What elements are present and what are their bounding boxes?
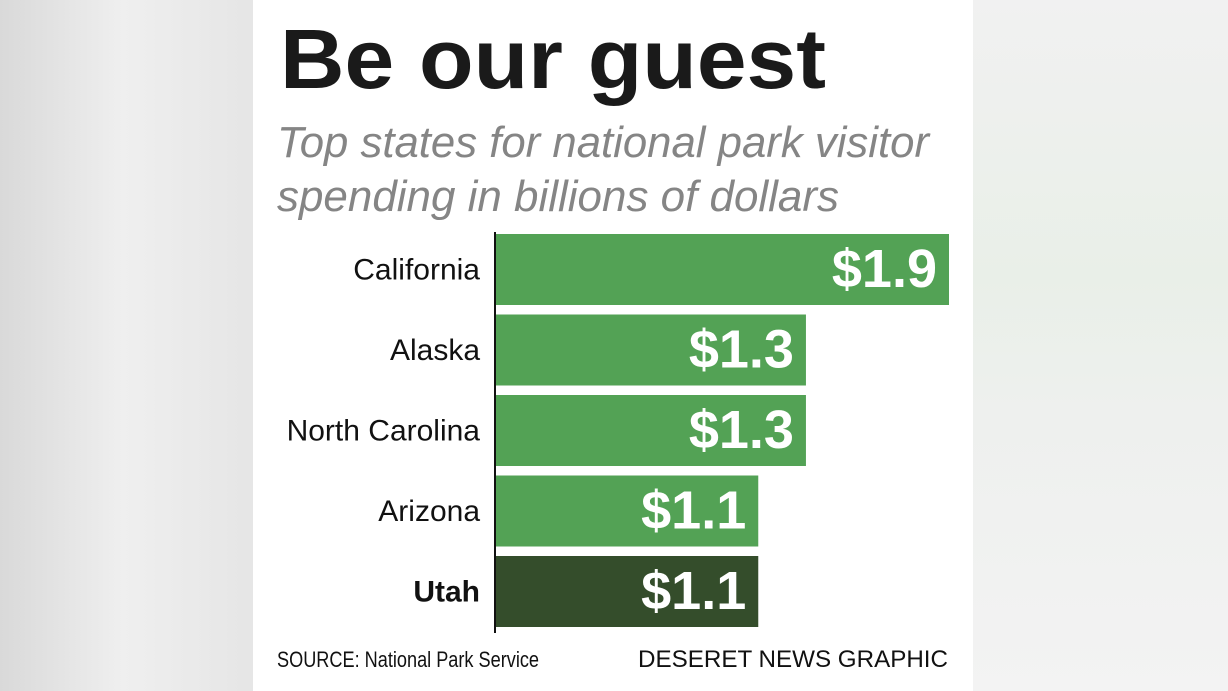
category-label: Alaska — [390, 334, 480, 367]
value-label: $1.3 — [689, 319, 794, 379]
value-label: $1.1 — [641, 480, 746, 540]
bar — [496, 395, 806, 466]
category-label: California — [353, 253, 480, 286]
chart-title: Be our guest — [280, 12, 826, 106]
value-label: $1.1 — [641, 561, 746, 621]
bar — [496, 556, 759, 627]
category-label: Arizona — [378, 495, 480, 528]
background — [973, 0, 1228, 691]
bar — [496, 314, 806, 386]
bar — [496, 475, 759, 547]
source: SOURCE: National Park Service — [277, 647, 539, 672]
value-label: $1.9 — [832, 239, 937, 299]
chart-subtitle: spending in billions of dollars — [277, 172, 839, 221]
chart-subtitle: Top states for national park visitor — [277, 118, 931, 167]
bar — [496, 234, 949, 305]
credit: DESERET NEWS GRAPHIC — [638, 646, 948, 673]
category-label: North Carolina — [287, 414, 481, 447]
value-label: $1.3 — [689, 400, 794, 460]
category-label: Utah — [413, 575, 480, 608]
